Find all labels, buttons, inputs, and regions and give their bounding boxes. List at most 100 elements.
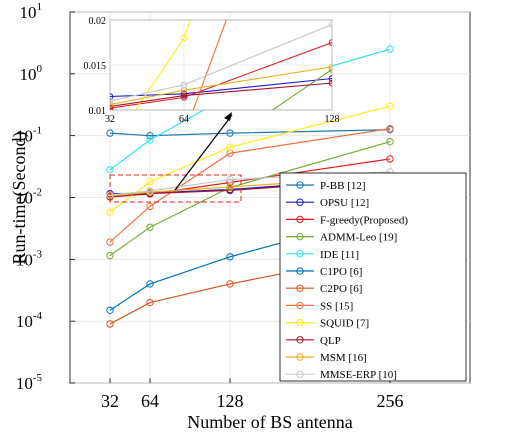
inset-x-tick-label: 64	[179, 114, 189, 125]
legend-label: MMSE-ERP [10]	[320, 369, 397, 381]
legend-swatch-marker	[296, 353, 304, 361]
data-point	[146, 187, 154, 195]
data-point	[106, 320, 114, 328]
data-point	[106, 238, 114, 246]
zoom-arrowhead	[224, 112, 232, 121]
y-tick-label: 10-2	[16, 187, 42, 208]
inset-data-point	[110, 104, 114, 110]
series-line-7	[109, 128, 391, 243]
inset-x-tick-label: 32	[105, 114, 115, 125]
legend-swatch-marker	[296, 267, 304, 275]
data-point	[386, 137, 394, 146]
y-tick-label: 10-4	[16, 310, 43, 331]
y-tick-label: 10-5	[16, 372, 43, 393]
legend-label: MSM [16]	[320, 352, 367, 364]
data-point	[106, 166, 114, 174]
legend-label: P-BB [12]	[320, 180, 366, 192]
legend-box	[279, 172, 467, 382]
inset-data-point	[110, 93, 114, 100]
legend-swatch-marker	[296, 181, 304, 189]
inset-data-point	[328, 63, 332, 71]
legend-label: F-greedy(Proposed)	[320, 214, 408, 226]
data-point	[146, 202, 154, 211]
data-point	[146, 280, 154, 288]
legend-swatch-marker	[296, 301, 304, 310]
legend-swatch-marker	[296, 198, 304, 206]
y-tick-label: 101	[20, 1, 43, 22]
inset-x-tick-label: 128	[325, 114, 340, 125]
inset-y-tick-label: 0.015	[84, 61, 107, 72]
data-point	[226, 183, 234, 191]
x-tick-label: 256	[377, 391, 404, 411]
inset-data-point	[328, 66, 332, 73]
inset-y-tick-label: 0.02	[89, 16, 107, 27]
zoom-region-box	[109, 174, 242, 203]
data-point	[226, 143, 234, 151]
inset-data-point	[180, 94, 188, 101]
data-point	[226, 280, 234, 288]
inset-series-lines	[110, 20, 332, 110]
data-point	[106, 306, 114, 314]
legend-label: SS [15]	[320, 300, 353, 312]
series-line-8	[109, 105, 391, 213]
inset-series-line-8	[134, 20, 191, 110]
inset-series-line-2	[110, 41, 332, 109]
inset-data-point	[110, 97, 114, 105]
inset-axis-ticks: 32 64 128 0.01 0.015 0.02	[84, 16, 340, 125]
data-point	[226, 253, 234, 261]
inset-data-point	[180, 90, 188, 98]
legend-label: C1PO [6]	[320, 266, 362, 278]
legend-label: C2PO [6]	[320, 283, 362, 295]
data-point	[146, 223, 154, 231]
data-point	[106, 208, 114, 216]
y-axis-label: Run-time(Second)	[9, 132, 30, 265]
data-point	[106, 251, 114, 260]
legend-swatch-marker	[296, 232, 304, 241]
inset-series-line-10	[110, 66, 332, 106]
legend-label: OPSU [12]	[320, 197, 369, 209]
series-line-0	[109, 129, 391, 137]
data-point	[386, 124, 394, 133]
legend: P-BB [12] OPSU [12] F-greedy(Proposed) ADMM…	[279, 172, 467, 382]
x-tick-label: 128	[217, 391, 244, 411]
x-tick-label: 32	[101, 391, 119, 411]
inset-series-line-9	[110, 82, 332, 107]
data-point	[146, 131, 154, 140]
data-point	[106, 129, 114, 137]
legend-label: QLP	[320, 335, 341, 347]
legend-swatch-marker	[296, 215, 304, 224]
data-point	[146, 298, 154, 307]
y-tick-label: 10-3	[16, 248, 43, 269]
y-tick-label: 100	[20, 63, 43, 84]
y-tick-label: 10-1	[16, 125, 42, 146]
data-point	[226, 175, 234, 184]
inset-data-point	[328, 79, 332, 87]
data-point	[226, 129, 234, 137]
series-line-3	[109, 141, 391, 257]
inset-data-point	[328, 21, 332, 28]
inset-y-tick-label: 0.01	[89, 106, 107, 117]
inset-data-point	[328, 75, 332, 82]
inset-series-line-11	[110, 23, 332, 102]
series-lines	[106, 45, 394, 328]
legend-label: ADMM-Leo [19]	[320, 232, 397, 244]
data-point	[386, 102, 394, 110]
data-point	[386, 155, 394, 163]
legend-label: SQUID [7]	[320, 318, 369, 330]
inset-data-point	[110, 103, 114, 110]
inset-series-line-3	[271, 69, 332, 110]
inset-data-point	[180, 34, 188, 42]
data-point	[146, 178, 154, 186]
inset-data-point	[180, 81, 188, 89]
legend-swatch-marker	[296, 318, 304, 327]
legend-swatch-marker	[296, 370, 304, 378]
legend-swatch-marker	[296, 336, 304, 344]
data-point	[386, 45, 394, 53]
legend-swatch-marker	[296, 250, 304, 258]
legend-label: IDE [11]	[320, 249, 359, 261]
x-axis-label: Number of BS antenna	[187, 412, 352, 432]
inset-data-point	[328, 39, 332, 46]
x-tick-label: 64	[141, 391, 159, 411]
zoom-arrow	[174, 114, 233, 191]
